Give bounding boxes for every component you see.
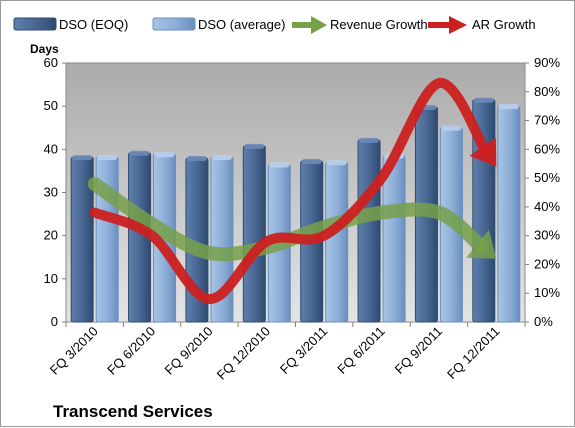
y-tick-label-0: 0 xyxy=(51,314,58,329)
legend-label-dso-eoq: DSO (EOQ) xyxy=(59,17,128,32)
y2-tick-label-7: 70% xyxy=(534,113,560,128)
y2-tick-label-9: 90% xyxy=(534,55,560,70)
legend-item-dso-eoq: DSO (EOQ) xyxy=(13,17,128,32)
x-tick-label-4: FQ 3/2011 xyxy=(277,324,330,377)
legend-label-dso-average: DSO (average) xyxy=(198,17,285,32)
y-tick-label-5: 50 xyxy=(44,98,58,113)
legend-arrowhead-ar-growth xyxy=(449,16,467,34)
y-axis-ticks: 0 10 20 30 40 50 60 xyxy=(44,55,66,329)
legend-label-ar-growth: AR Growth xyxy=(472,17,536,32)
bar-dso-average-4 xyxy=(325,161,349,323)
y2-tick-label-0: 0% xyxy=(534,314,553,329)
x-tick-label-2: FQ 9/2010 xyxy=(162,324,216,378)
y-tick-label-3: 30 xyxy=(44,185,58,200)
bar-cap-dso-eoq-2 xyxy=(186,155,207,161)
bar-cap-dso-eoq-7 xyxy=(473,97,494,103)
arrowhead-revenue-growth xyxy=(466,229,497,259)
legend: DSO (EOQ) DSO (average) Revenue Growth A… xyxy=(13,16,536,34)
bar-cap-dso-average-4 xyxy=(326,160,347,166)
bar-cap-dso-eoq-0 xyxy=(72,155,93,161)
x-tick-label-6: FQ 9/2011 xyxy=(392,324,445,377)
legend-arrowhead-revenue-growth xyxy=(311,16,327,34)
legend-item-dso-average: DSO (average) xyxy=(152,17,285,32)
legend-item-ar-growth: AR Growth xyxy=(428,16,536,34)
legend-label-revenue-growth: Revenue Growth xyxy=(330,17,428,32)
y2-tick-label-2: 20% xyxy=(534,256,560,271)
legend-swatch-dso-average xyxy=(152,17,196,31)
x-tick-label-5: FQ 6/2011 xyxy=(334,324,387,377)
bar-cap-dso-average-1 xyxy=(154,152,175,158)
y-tick-label-2: 20 xyxy=(44,228,58,243)
y2-tick-label-5: 50% xyxy=(534,170,560,185)
y2-tick-label-8: 80% xyxy=(534,84,560,99)
bar-cap-dso-eoq-1 xyxy=(129,150,150,156)
chart-title: Transcend Services xyxy=(53,402,213,421)
bar-dso-eoq-3 xyxy=(242,145,266,323)
bar-cap-dso-average-0 xyxy=(97,155,118,161)
bar-cap-dso-average-3 xyxy=(269,162,290,168)
bar-dso-average-7 xyxy=(497,105,521,323)
y-tick-label-6: 60 xyxy=(44,55,58,70)
y-tick-label-1: 10 xyxy=(44,271,58,286)
y2-tick-label-4: 40% xyxy=(534,199,560,214)
y-axis-title: Days xyxy=(30,42,59,56)
x-tick-label-3: FQ 12/2010 xyxy=(214,324,273,383)
x-tick-label-7: FQ 12/2011 xyxy=(444,324,502,382)
bar-cap-dso-average-6 xyxy=(441,125,462,131)
bar-cap-dso-eoq-5 xyxy=(359,137,380,143)
bar-cap-dso-eoq-3 xyxy=(244,143,265,149)
y-tick-label-4: 40 xyxy=(44,141,58,156)
legend-swatch-dso-eoq xyxy=(13,17,57,31)
lines-group xyxy=(87,78,497,304)
y2-tick-label-6: 60% xyxy=(534,141,560,156)
bar-cap-dso-average-2 xyxy=(211,155,232,161)
y2-axis-ticks: 0% 10% 20% 30% 40% 50% 60% 70% 80% 90% xyxy=(525,55,560,329)
arrowhead-ar-growth xyxy=(469,137,497,167)
y2-tick-label-3: 30% xyxy=(534,228,560,243)
bar-dso-average-5 xyxy=(382,155,406,323)
x-tick-label-1: FQ 6/2010 xyxy=(104,324,158,378)
line-ar-growth xyxy=(89,78,491,304)
bar-cap-dso-eoq-4 xyxy=(301,158,322,164)
bar-dso-eoq-5 xyxy=(357,139,381,323)
x-tick-label-0: FQ 3/2010 xyxy=(47,324,101,378)
y2-tick-label-1: 10% xyxy=(534,285,560,300)
legend-item-revenue-growth: Revenue Growth xyxy=(292,16,428,34)
bar-cap-dso-average-7 xyxy=(498,104,519,110)
